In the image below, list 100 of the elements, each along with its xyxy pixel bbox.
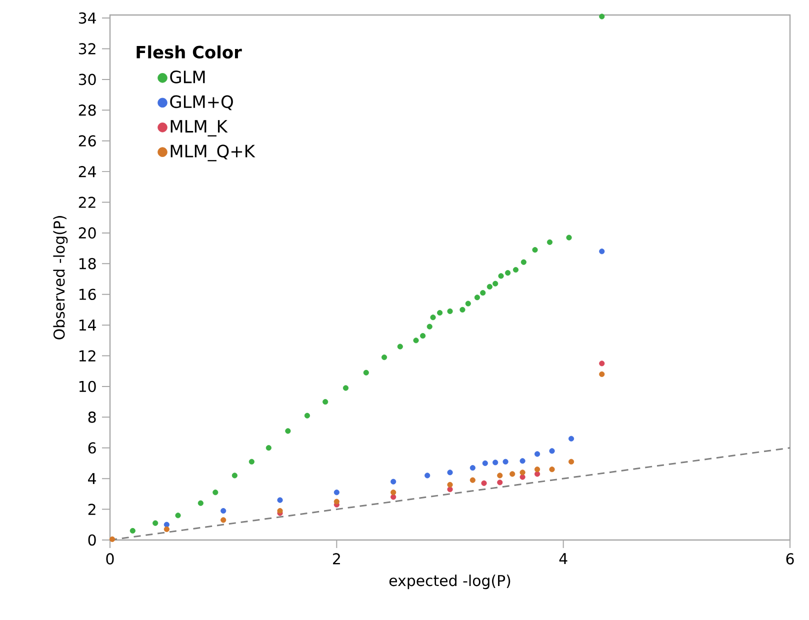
- point: [474, 294, 480, 300]
- y-tick-label: 8: [88, 412, 96, 423]
- y-tick-label: 0: [88, 534, 96, 546]
- point: [390, 494, 396, 500]
- legend-title: Flesh Color: [136, 45, 242, 59]
- point: [277, 497, 283, 503]
- point: [510, 471, 516, 477]
- point: [480, 290, 486, 296]
- point: [109, 536, 116, 542]
- point: [532, 247, 538, 253]
- point: [334, 490, 340, 496]
- y-tick-label: 22: [78, 196, 96, 208]
- y-tick-label: 28: [78, 104, 96, 116]
- point: [512, 267, 519, 273]
- legend-label: MLM_K: [170, 120, 228, 136]
- point: [285, 428, 291, 434]
- y-tick-label: 34: [78, 12, 96, 24]
- point: [447, 308, 453, 314]
- point: [566, 234, 572, 240]
- point: [534, 471, 540, 477]
- point: [470, 477, 476, 483]
- y-tick-label: 18: [79, 258, 96, 270]
- point: [520, 474, 526, 480]
- x-tick-label: 0: [106, 553, 114, 564]
- point: [413, 338, 419, 344]
- point: [430, 314, 436, 320]
- point: [492, 460, 498, 466]
- point: [212, 490, 218, 496]
- x-tick-label: 4: [559, 553, 568, 564]
- point: [266, 445, 272, 451]
- point: [534, 451, 540, 457]
- point: [546, 239, 553, 245]
- point: [424, 472, 430, 478]
- y-tick-label: 16: [79, 288, 96, 300]
- point: [486, 284, 492, 290]
- point: [520, 458, 526, 464]
- point: [342, 385, 349, 391]
- point: [460, 306, 466, 313]
- point: [599, 371, 605, 377]
- y-tick-label: 10: [79, 380, 96, 392]
- point: [520, 259, 526, 265]
- point: [481, 480, 487, 486]
- y-tick-label: 20: [78, 227, 96, 239]
- point: [482, 460, 488, 466]
- point: [232, 472, 238, 478]
- y-tick-label: 30: [78, 74, 96, 86]
- point: [420, 333, 426, 339]
- point: [390, 490, 396, 496]
- point: [492, 280, 498, 286]
- point: [599, 360, 605, 366]
- x-tick-label: 2: [333, 553, 340, 564]
- y-axis-title: Observed -log(P): [53, 216, 68, 340]
- point: [520, 470, 526, 476]
- point: [497, 472, 503, 478]
- point: [465, 300, 471, 306]
- legend-label: GLM: [170, 70, 205, 84]
- point: [390, 478, 396, 484]
- y-tick-label: 4: [88, 473, 96, 484]
- y-tick-label: 12: [79, 350, 96, 362]
- point: [497, 480, 503, 486]
- point: [447, 486, 453, 492]
- point: [164, 526, 170, 532]
- point: [220, 517, 226, 523]
- point: [447, 470, 453, 476]
- x-tick-label: 6: [786, 553, 794, 564]
- y-tick-label: 14: [79, 320, 96, 331]
- point: [534, 466, 540, 472]
- point: [505, 270, 511, 276]
- legend-label: GLM+Q: [170, 95, 233, 110]
- y-tick-label: 2: [88, 504, 96, 515]
- point: [248, 458, 254, 464]
- point: [447, 482, 453, 488]
- y-tick-label: 6: [88, 442, 96, 454]
- point: [470, 465, 476, 471]
- point: [363, 370, 369, 376]
- point: [334, 498, 340, 504]
- point: [152, 520, 158, 526]
- point: [198, 500, 204, 506]
- point: [498, 273, 504, 279]
- point: [175, 512, 181, 518]
- y-tick-label: 24: [78, 166, 96, 178]
- x-axis-title: expected -log(P): [389, 574, 510, 590]
- point: [568, 436, 574, 442]
- point: [130, 528, 136, 534]
- point: [549, 448, 555, 454]
- point: [304, 412, 310, 418]
- y-tick-label: 26: [78, 135, 96, 147]
- point: [220, 508, 226, 514]
- point: [322, 399, 328, 405]
- point: [599, 248, 605, 254]
- point: [437, 310, 443, 316]
- point: [568, 458, 574, 464]
- point: [426, 324, 432, 330]
- y-tick-label: 32: [78, 43, 96, 54]
- point: [381, 354, 388, 360]
- point: [502, 458, 508, 464]
- point: [397, 344, 403, 350]
- point: [599, 14, 605, 20]
- point: [549, 466, 555, 472]
- legend-label: MLM_Q+K: [170, 144, 256, 162]
